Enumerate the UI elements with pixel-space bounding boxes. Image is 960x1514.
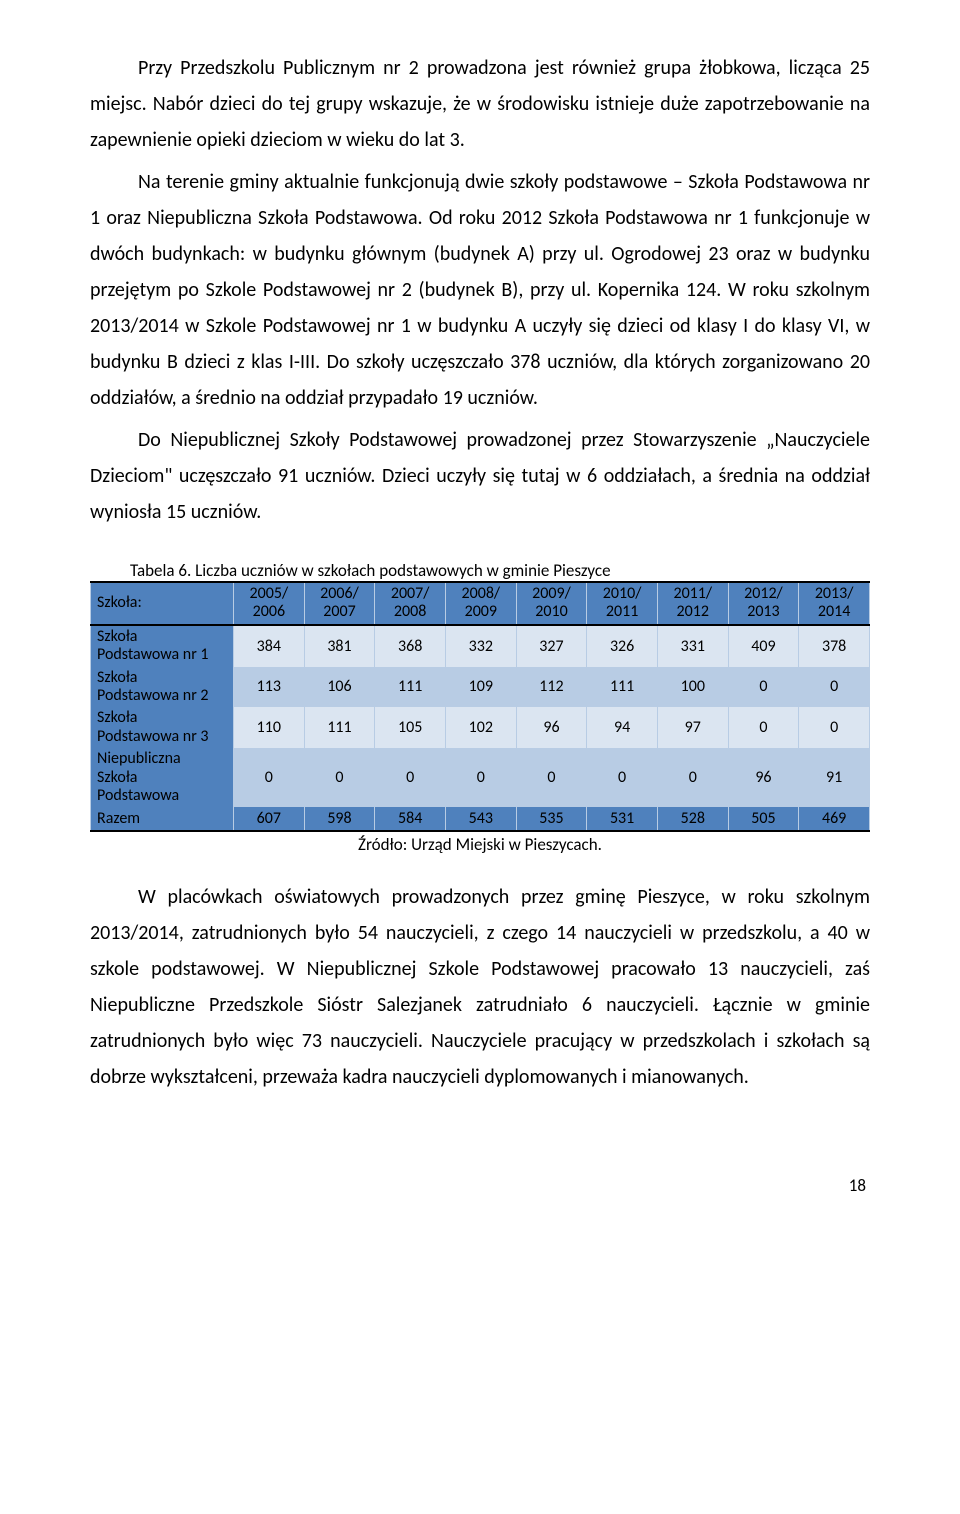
table-cell: 505 [728, 807, 799, 831]
body-paragraph: Przy Przedszkolu Publicznym nr 2 prowadz… [90, 50, 870, 158]
table-cell: 469 [799, 807, 870, 831]
table-cell: 384 [234, 625, 305, 667]
table-header-year: 2010/2011 [587, 582, 658, 625]
table-cell: 96 [516, 707, 587, 748]
table-cell: 91 [799, 748, 870, 807]
table-row-label: SzkołaPodstawowa nr 2 [91, 667, 234, 708]
table-cell: 100 [657, 667, 728, 708]
table-cell: 97 [657, 707, 728, 748]
table-header-year: 2012/2013 [728, 582, 799, 625]
table-row: SzkołaPodstawowa nr 31101111051029694970… [91, 707, 870, 748]
table-cell: 326 [587, 625, 658, 667]
table-cell: 0 [516, 748, 587, 807]
page-number: 18 [90, 1175, 870, 1196]
table-header-year: 2007/2008 [375, 582, 446, 625]
body-paragraph: Do Niepublicznej Szkoły Podstawowej prow… [90, 422, 870, 530]
table-cell: 96 [728, 748, 799, 807]
table-row-label: SzkołaPodstawowa nr 3 [91, 707, 234, 748]
table-cell: 102 [445, 707, 516, 748]
table-header-year: 2006/2007 [304, 582, 375, 625]
table-cell: 105 [375, 707, 446, 748]
table-cell: 331 [657, 625, 728, 667]
table-cell: 0 [234, 748, 305, 807]
table-header-row: Szkoła: 2005/2006 2006/2007 2007/2008 20… [91, 582, 870, 625]
table-cell: 528 [657, 807, 728, 831]
table-cell: 584 [375, 807, 446, 831]
body-paragraph: W placówkach oświatowych prowadzonych pr… [90, 879, 870, 1095]
table-cell: 0 [587, 748, 658, 807]
table-cell: 94 [587, 707, 658, 748]
table-cell: 0 [304, 748, 375, 807]
table-header-year: 2009/2010 [516, 582, 587, 625]
table-row-label: SzkołaPodstawowa nr 1 [91, 625, 234, 667]
table-cell: 543 [445, 807, 516, 831]
table-cell: 0 [799, 707, 870, 748]
table-cell: 110 [234, 707, 305, 748]
table-cell: 378 [799, 625, 870, 667]
table-cell: 332 [445, 625, 516, 667]
table-total-row: Razem607598584543535531528505469 [91, 807, 870, 831]
table-caption: Tabela 6. Liczba uczniów w szkołach pods… [130, 560, 870, 581]
table-row: SzkołaPodstawowa nr 21131061111091121111… [91, 667, 870, 708]
table-cell: 381 [304, 625, 375, 667]
table-cell: 109 [445, 667, 516, 708]
table-source: Źródło: Urząd Miejski w Pieszycach. [90, 834, 870, 855]
table-cell: 607 [234, 807, 305, 831]
table-cell: 535 [516, 807, 587, 831]
students-table: Szkoła: 2005/2006 2006/2007 2007/2008 20… [90, 581, 870, 832]
table-cell: 111 [375, 667, 446, 708]
body-paragraph: Na terenie gminy aktualnie funkcjonują d… [90, 164, 870, 416]
table-row: NiepublicznaSzkołaPodstawowa00000009691 [91, 748, 870, 807]
table-cell: 0 [799, 667, 870, 708]
table-header-year: 2011/2012 [657, 582, 728, 625]
table-cell: 111 [587, 667, 658, 708]
table-row: SzkołaPodstawowa nr 13843813683323273263… [91, 625, 870, 667]
table-cell: 368 [375, 625, 446, 667]
table-cell: 111 [304, 707, 375, 748]
table-cell: 0 [375, 748, 446, 807]
table-row-label: NiepublicznaSzkołaPodstawowa [91, 748, 234, 807]
table-cell: 113 [234, 667, 305, 708]
table-cell: 112 [516, 667, 587, 708]
table-header-year: 2005/2006 [234, 582, 305, 625]
table-cell: 0 [728, 707, 799, 748]
table-header-year: 2008/2009 [445, 582, 516, 625]
table-row-label: Razem [91, 807, 234, 831]
table-cell: 531 [587, 807, 658, 831]
table-cell: 327 [516, 625, 587, 667]
document-page: Przy Przedszkolu Publicznym nr 2 prowadz… [0, 0, 960, 1226]
table-header-label: Szkoła: [91, 582, 234, 625]
table-cell: 0 [445, 748, 516, 807]
table-cell: 598 [304, 807, 375, 831]
table-cell: 0 [728, 667, 799, 708]
table-cell: 0 [657, 748, 728, 807]
table-cell: 106 [304, 667, 375, 708]
table-cell: 409 [728, 625, 799, 667]
table-header-year: 2013/2014 [799, 582, 870, 625]
